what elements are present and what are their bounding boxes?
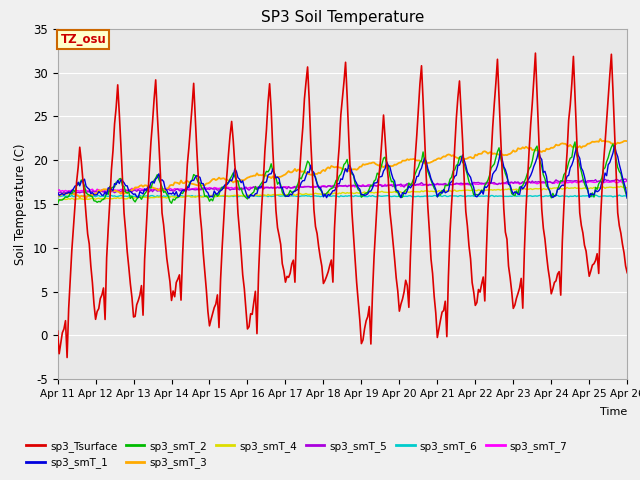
Y-axis label: Soil Temperature (C): Soil Temperature (C) [15,143,28,265]
Text: TZ_osu: TZ_osu [60,33,106,46]
Title: SP3 Soil Temperature: SP3 Soil Temperature [260,10,424,25]
Legend: sp3_Tsurface, sp3_smT_1, sp3_smT_2, sp3_smT_3, sp3_smT_4, sp3_smT_5, sp3_smT_6, : sp3_Tsurface, sp3_smT_1, sp3_smT_2, sp3_… [22,437,572,472]
Text: Time: Time [600,407,627,417]
